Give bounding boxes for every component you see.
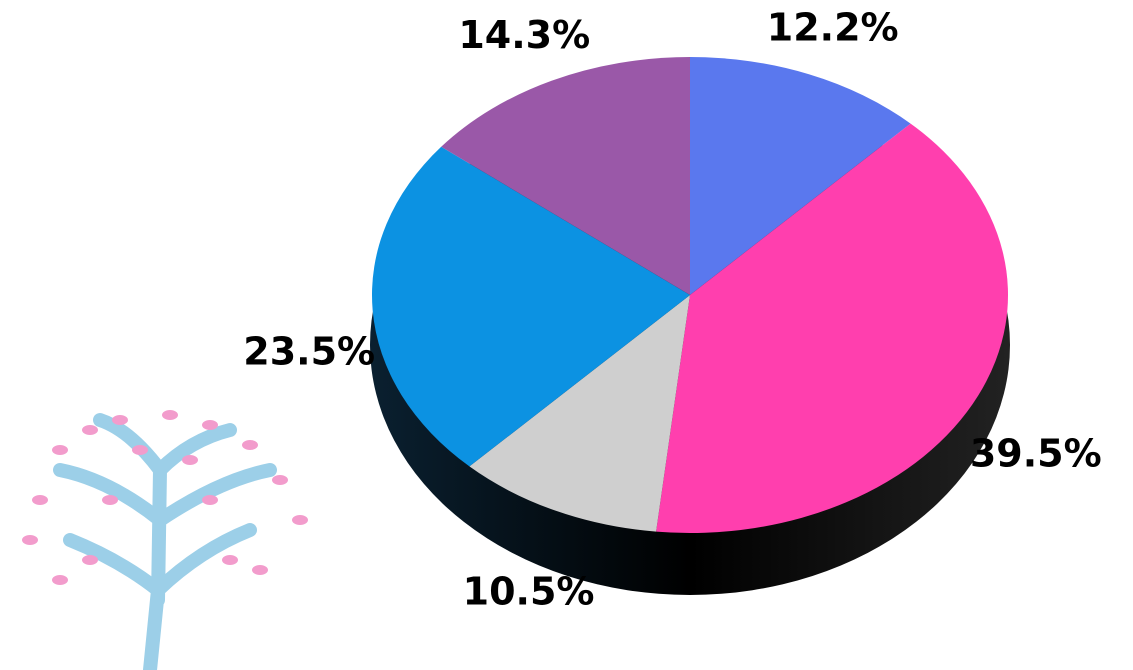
data-label: 14.3% [458, 13, 590, 57]
data-label: 12.2% [767, 6, 899, 50]
data-label: 10.5% [463, 569, 595, 613]
tree-decoration [22, 410, 308, 670]
data-label: 23.5% [243, 329, 375, 373]
data-label: 39.5% [970, 431, 1102, 475]
slices [372, 57, 1008, 533]
chart: 12.2% 39.5% 10.5% 23.5% 14.3% [0, 0, 1133, 670]
